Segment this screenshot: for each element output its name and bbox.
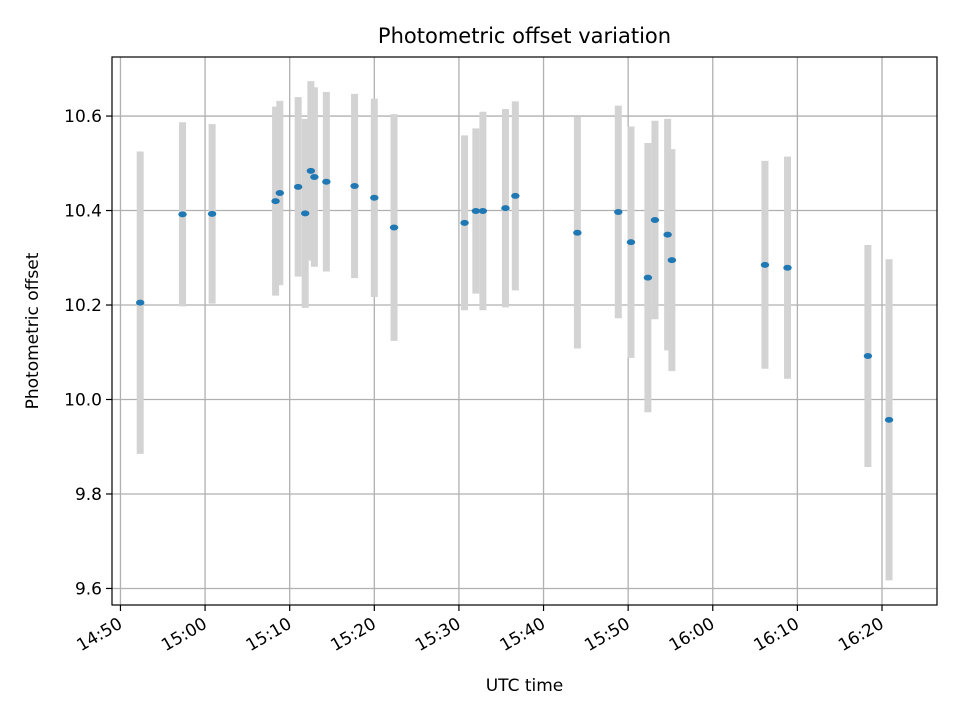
- plot-frame: [111, 56, 938, 606]
- data-point: [663, 231, 672, 238]
- data-point: [614, 208, 623, 215]
- data-point: [322, 178, 331, 185]
- data-point: [275, 190, 285, 197]
- data-point: [783, 264, 792, 271]
- data-point: [471, 208, 481, 215]
- y-tick-label: 10.2: [64, 296, 102, 316]
- data-point: [573, 229, 582, 236]
- data-point: [501, 205, 510, 212]
- data-point: [511, 192, 520, 199]
- y-axis-label: Photometric offset: [23, 252, 43, 409]
- data-point: [207, 210, 217, 217]
- data-point: [310, 173, 319, 180]
- data-point: [667, 257, 677, 264]
- data-point: [370, 194, 379, 201]
- y-tick-label: 9.6: [75, 579, 102, 599]
- y-tick-label: 9.8: [75, 485, 102, 505]
- data-point: [178, 211, 187, 218]
- data-point: [301, 210, 310, 217]
- y-tick-label: 10.4: [64, 202, 102, 222]
- data-point: [350, 182, 359, 189]
- data-point: [760, 261, 770, 268]
- y-tick-label: 10.6: [64, 107, 102, 127]
- data-point: [650, 216, 660, 223]
- data-point: [478, 208, 488, 215]
- chart-title: Photometric offset variation: [378, 24, 671, 48]
- data-point: [136, 299, 145, 306]
- data-point: [643, 274, 653, 281]
- data-point: [460, 219, 469, 226]
- y-tick-label: 10.0: [64, 391, 102, 411]
- data-point: [271, 198, 280, 205]
- data-point: [293, 183, 303, 190]
- grid: [112, 57, 937, 605]
- data-point: [626, 239, 636, 246]
- data-point: [863, 353, 873, 360]
- data-point: [884, 416, 894, 423]
- x-axis-label: UTC time: [486, 676, 564, 696]
- data-point: [306, 167, 316, 174]
- markers: [136, 167, 894, 423]
- y-axis-ticks: 9.6 9.8 10.0 10.2 10.4 10.6: [64, 107, 112, 599]
- data-point: [389, 224, 399, 231]
